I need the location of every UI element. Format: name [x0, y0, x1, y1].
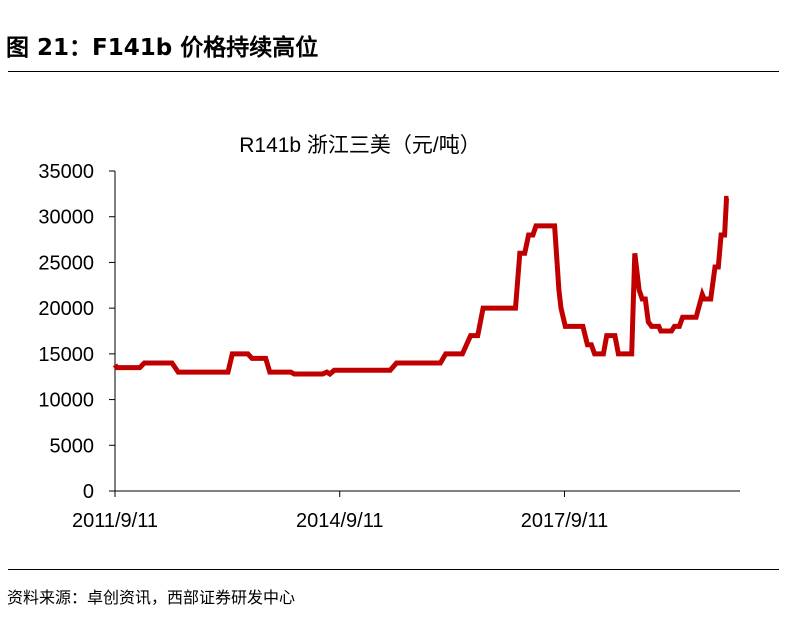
x-tick-label: 2014/9/11: [296, 510, 384, 532]
x-tick-label: 2011/9/11: [72, 510, 158, 532]
x-axis: 2011/9/11 2014/9/11 2017/9/11: [72, 490, 740, 532]
price-line-chart: R141b 浙江三美（元/吨） 0 5000 10000 15000 20000 2500…: [38, 134, 740, 532]
chart-title: R141b 浙江三美（元/吨）: [239, 134, 481, 157]
y-tick-label: 0: [83, 481, 94, 503]
x-tick-label: 2017/9/11: [521, 510, 609, 532]
top-divider: [8, 71, 779, 72]
y-tick-label: 35000: [38, 161, 94, 183]
y-axis: 0 5000 10000 15000 20000 25000 30000 35000: [38, 161, 116, 503]
y-tick-label: 15000: [38, 344, 94, 366]
y-tick-label: 30000: [38, 207, 94, 229]
y-tick-label: 5000: [50, 435, 95, 457]
source-note: 资料来源：卓创资讯，西部证券研发中心: [7, 588, 296, 607]
y-tick-label: 25000: [38, 252, 94, 274]
bottom-divider: [8, 569, 779, 570]
y-tick-label: 20000: [38, 298, 94, 320]
series-line: [112, 195, 729, 378]
y-tick-label: 10000: [38, 390, 94, 412]
figure-title: 图 21：F141b 价格持续高位: [6, 35, 319, 61]
